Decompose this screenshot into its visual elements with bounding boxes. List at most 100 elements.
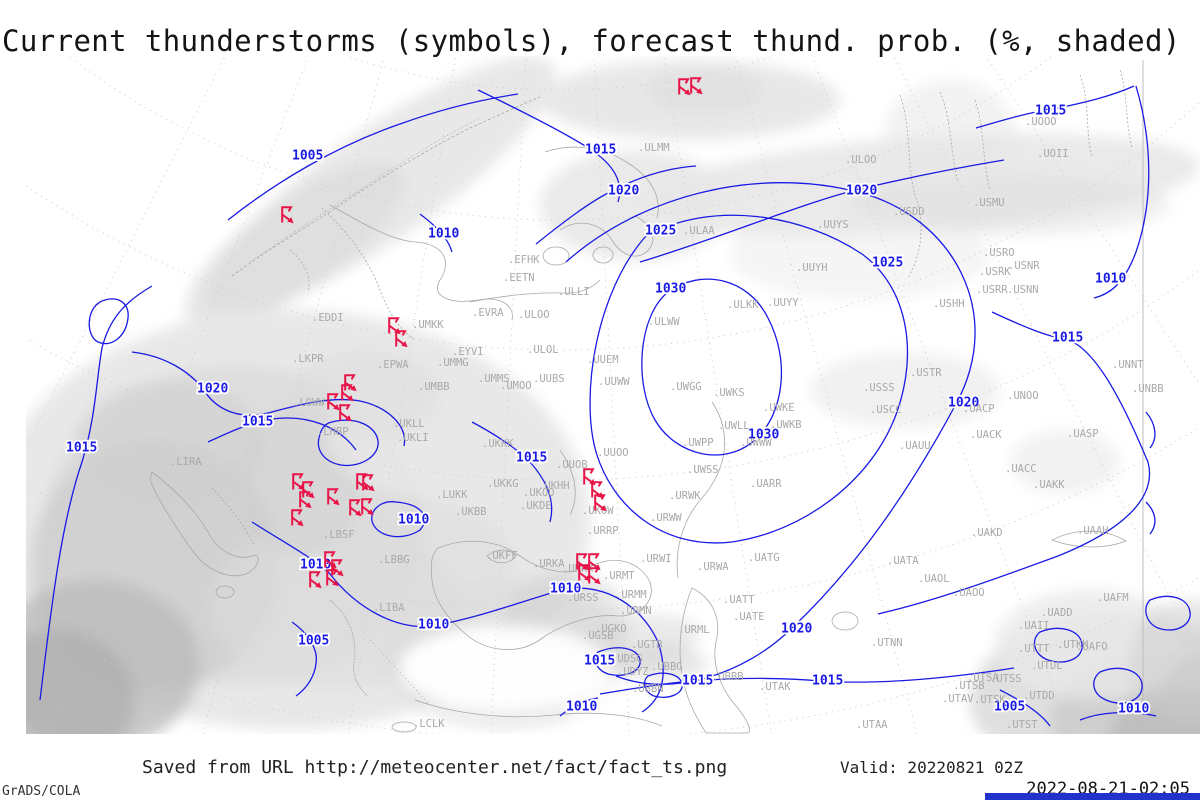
isobar-label: 1025 (645, 224, 676, 239)
isobar-label: 1005 (292, 149, 323, 164)
station-label: .UKLL (393, 418, 425, 430)
bottom-blue-bar (985, 793, 1200, 800)
valid-time-text: Valid: 20220821 02Z (840, 758, 1024, 777)
isobar-label: 1010 (566, 700, 597, 715)
station-label: .USRO (983, 247, 1015, 259)
station-label: .UACC (1005, 463, 1037, 475)
station-label: .UARR (750, 478, 782, 490)
isobar-label: 1015 (1035, 104, 1066, 119)
station-label: .LHBP (317, 426, 349, 438)
station-label: .EFHK (508, 254, 540, 266)
station-label: .UTDL (1031, 660, 1063, 672)
isobar-label: 1020 (846, 184, 877, 199)
station-label: .URWW (650, 512, 682, 524)
station-label: .LIBA (373, 602, 405, 614)
station-label: .UKBB (455, 506, 487, 518)
grads-credit-text: GrADS/COLA (2, 784, 81, 799)
station-label: .ULOO (845, 154, 877, 166)
station-label: .UMMG (437, 357, 469, 369)
station-label: .URWA (697, 561, 729, 573)
station-label: .UACK (970, 429, 1002, 441)
isobar-label: 1010 (1118, 702, 1149, 717)
station-label: .EETN (503, 272, 535, 284)
station-label: .UAOO (953, 587, 985, 599)
isobar-label: 1015 (66, 441, 97, 456)
isobar-label: 1020 (948, 396, 979, 411)
isobar-label: 1015 (242, 415, 273, 430)
station-label: .LBBG (378, 554, 410, 566)
station-label: .USNN (1007, 284, 1039, 296)
station-label: .UKLI (397, 432, 429, 444)
station-label: .USTR (910, 367, 942, 379)
station-label: .UTSB (953, 680, 985, 692)
station-label: .UAFM (1097, 592, 1129, 604)
station-label: .UTSA (967, 672, 999, 684)
station-label: .ULOL (527, 344, 559, 356)
station-label: .UDYZ (617, 666, 649, 678)
station-label: .EPWA (377, 359, 409, 371)
station-label: .UTSK (974, 694, 1006, 706)
station-label: .ULMM (638, 142, 670, 154)
station-label: .UAKK (1033, 479, 1065, 491)
station-label: .UNBB (1132, 383, 1164, 395)
station-label: .UGSB (582, 630, 614, 642)
station-label: .URML (678, 624, 710, 636)
station-label: .UWGG (670, 381, 702, 393)
isobar-label: 1030 (748, 428, 779, 443)
station-label: .USRK (979, 266, 1011, 278)
isobar-label: 1020 (608, 184, 639, 199)
station-label: .UADD (1041, 607, 1073, 619)
isobar-label: 1010 (1095, 272, 1126, 287)
station-label: .URWI (640, 553, 672, 565)
isobar-label: 1010 (398, 513, 429, 528)
isobar-label: 1005 (994, 700, 1025, 715)
station-label: .UNNT (1112, 359, 1144, 371)
station-label: .UMOO (500, 380, 532, 392)
isobar-label: 1010 (428, 227, 459, 242)
station-label: .UATE (733, 611, 765, 623)
station-label: .UACP (963, 403, 995, 415)
station-label: .UUBS (533, 373, 565, 385)
station-label: .UUEM (587, 354, 619, 366)
station-label: .UWWW (740, 437, 772, 449)
isobar-label: 1015 (516, 451, 547, 466)
station-label: .ULKK (727, 299, 759, 311)
station-label: .USDD (893, 206, 925, 218)
station-label: .UUYY (767, 297, 799, 309)
station-label: .UTKK (1057, 639, 1089, 651)
station-label: .UGKO (595, 623, 627, 635)
station-label: .UBBN (632, 683, 664, 695)
station-label: .UGTB (631, 639, 663, 651)
station-label: .UOII (1037, 148, 1069, 160)
station-label: .UUOB (556, 459, 588, 471)
station-label: .UASP (1067, 428, 1099, 440)
station-label: .LCLK (413, 718, 445, 730)
station-label: .LIRA (170, 456, 202, 468)
station-label: .UAFO (1076, 641, 1108, 653)
station-label: .URMT (603, 570, 635, 582)
station-label: .UATG (748, 552, 780, 564)
station-label: .UMMS (478, 373, 510, 385)
isobar-label: 1030 (655, 282, 686, 297)
isobar-contours (39, 85, 1191, 727)
station-label: .USHH (933, 298, 965, 310)
station-label: .UUOO (597, 447, 629, 459)
station-label: .UMBB (418, 381, 450, 393)
station-label: .UWKB (770, 419, 802, 431)
station-label: .LUKK (436, 489, 468, 501)
station-label: .LBSF (323, 529, 355, 541)
station-label: .UWSS (687, 464, 719, 476)
station-labels: .ULMM .UOOO .UOII .ULOO .USDD .USMU .UUYS .ULAA… (170, 116, 1164, 731)
station-label: .USMU (973, 197, 1005, 209)
page-title: Current thunderstorms (symbols), forecas… (2, 24, 1181, 58)
station-label: .UBBG (651, 661, 683, 673)
station-label: .UATA (887, 555, 919, 567)
coastlines (149, 60, 1144, 734)
station-label: .URMM (615, 589, 647, 601)
station-label: .UKKG (487, 478, 519, 490)
station-label: .UTST (1006, 719, 1038, 731)
station-label: .UWKS (713, 387, 745, 399)
isobar-label: 1020 (197, 382, 228, 397)
station-label: .UTAK (759, 681, 791, 693)
station-label: .UUYH (796, 262, 828, 274)
